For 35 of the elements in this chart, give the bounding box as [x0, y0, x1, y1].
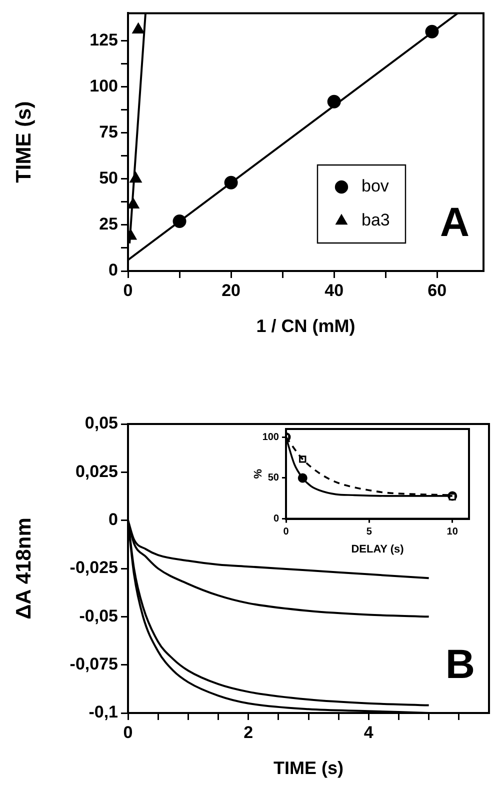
y-tick-label: 75	[99, 122, 118, 142]
y-tick-label: 0	[108, 260, 118, 280]
x-tick-label: 5	[366, 526, 372, 538]
y-axis-title: %	[252, 468, 265, 479]
x-tick-label: 60	[428, 280, 447, 300]
y-tick-label: 25	[99, 214, 118, 234]
x-axis-title: TIME (s)	[274, 758, 344, 778]
x-tick-label: 2	[244, 722, 254, 742]
y-tick-label: -0,1	[88, 702, 118, 722]
annotation: B	[446, 640, 475, 687]
y-tick-label: -0,075	[70, 654, 118, 674]
y-tick-label: 100	[90, 76, 118, 96]
y-tick-label: 100	[262, 432, 280, 443]
legend-label: ba3	[362, 210, 390, 230]
y-axis-title: TIME (s)	[12, 101, 36, 183]
y-axis-title: ΔA 418nm	[12, 518, 36, 620]
legend-label: bov	[362, 176, 390, 196]
annotation: A	[440, 198, 470, 245]
y-tick-label: 125	[90, 30, 118, 50]
y-tick-label: 0	[273, 514, 280, 525]
x-tick-label: 4	[364, 722, 374, 742]
x-tick-label: 10	[446, 526, 458, 538]
x-axis-title: 1 / CN (mM)	[256, 316, 356, 336]
x-tick-label: 0	[123, 280, 133, 300]
x-tick-label: 40	[324, 280, 344, 300]
x-tick-label: 0	[123, 722, 133, 742]
x-tick-label: 20	[222, 280, 241, 300]
y-tick-label: -0,025	[70, 558, 118, 578]
y-tick-label: 50	[99, 168, 118, 188]
x-axis-title: DELAY (s)	[351, 543, 404, 556]
x-tick-label: 0	[283, 526, 290, 538]
y-tick-label: 0,05	[84, 414, 118, 433]
y-tick-label: 50	[268, 472, 280, 484]
y-tick-label: -0,05	[79, 606, 118, 626]
y-tick-label: 0,025	[75, 462, 118, 481]
